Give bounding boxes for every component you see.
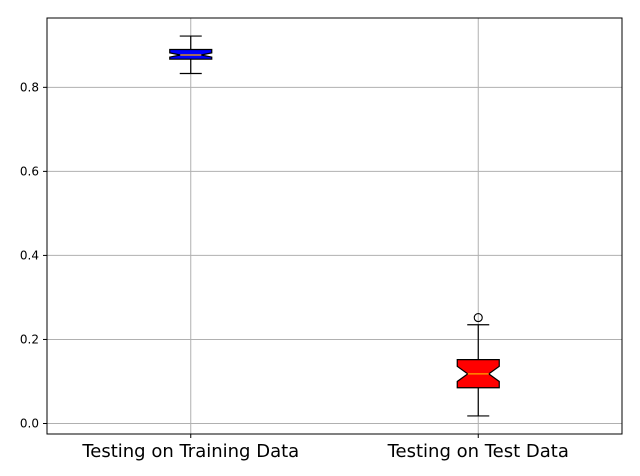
y-tick-label: 0.4 (20, 248, 39, 262)
x-tick-label: Testing on Test Data (387, 441, 569, 462)
x-axis-ticks: Testing on Training Data Testing on Test … (81, 434, 569, 462)
outlier-point (473, 313, 483, 323)
box-series (169, 35, 500, 417)
y-axis-ticks: 0.0 0.2 0.4 0.6 0.8 (20, 80, 47, 430)
box-test (456, 313, 500, 417)
y-tick-label: 0.0 (20, 416, 39, 430)
y-tick-label: 0.2 (20, 332, 39, 346)
y-tick-label: 0.6 (20, 164, 39, 178)
y-tick-label: 0.8 (20, 80, 39, 94)
box-body (169, 48, 213, 60)
grid-lines (47, 18, 622, 434)
x-tick-label: Testing on Training Data (81, 441, 299, 462)
plot-area-frame (46, 17, 623, 435)
box-training (169, 35, 213, 75)
